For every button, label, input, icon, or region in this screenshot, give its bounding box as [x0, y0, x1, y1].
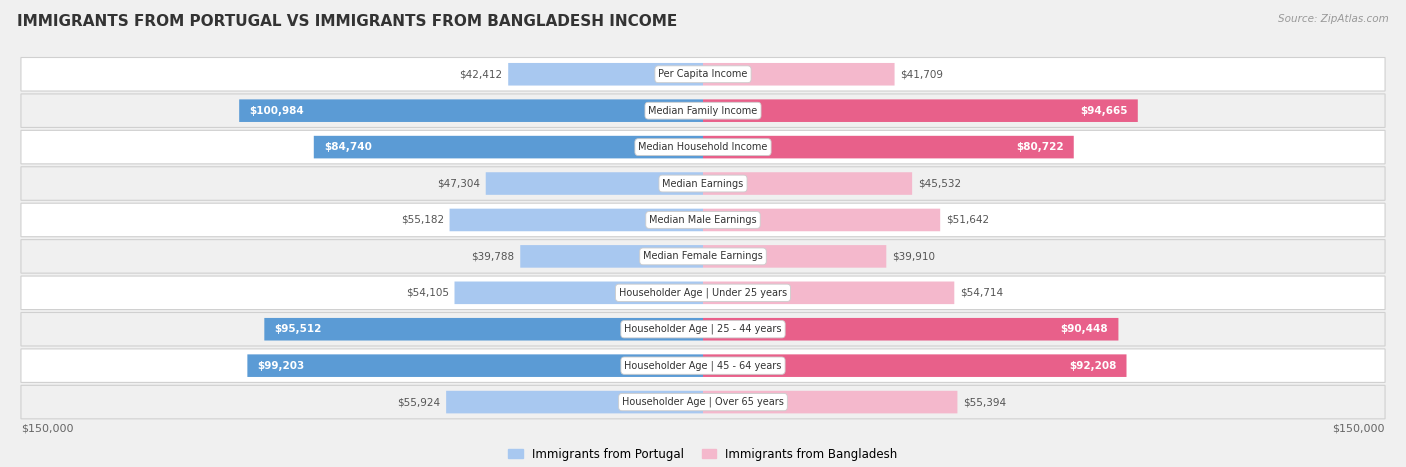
Text: $55,394: $55,394 — [963, 397, 1007, 407]
FancyBboxPatch shape — [239, 99, 703, 122]
Text: $90,448: $90,448 — [1060, 324, 1108, 334]
Text: Per Capita Income: Per Capita Income — [658, 69, 748, 79]
Text: $39,788: $39,788 — [471, 251, 515, 262]
FancyBboxPatch shape — [450, 209, 703, 231]
FancyBboxPatch shape — [703, 391, 957, 413]
Text: $47,304: $47,304 — [437, 178, 481, 189]
FancyBboxPatch shape — [21, 203, 1385, 237]
Text: Median Household Income: Median Household Income — [638, 142, 768, 152]
Text: Median Female Earnings: Median Female Earnings — [643, 251, 763, 262]
FancyBboxPatch shape — [314, 136, 703, 158]
Text: $41,709: $41,709 — [900, 69, 943, 79]
FancyBboxPatch shape — [508, 63, 703, 85]
Text: $84,740: $84,740 — [325, 142, 373, 152]
Text: $54,105: $54,105 — [406, 288, 449, 298]
Text: $55,182: $55,182 — [401, 215, 444, 225]
FancyBboxPatch shape — [703, 282, 955, 304]
Text: $80,722: $80,722 — [1015, 142, 1063, 152]
FancyBboxPatch shape — [520, 245, 703, 268]
FancyBboxPatch shape — [21, 385, 1385, 419]
FancyBboxPatch shape — [703, 318, 1118, 340]
Text: Median Earnings: Median Earnings — [662, 178, 744, 189]
Text: $99,203: $99,203 — [257, 361, 305, 371]
Text: Householder Age | 45 - 64 years: Householder Age | 45 - 64 years — [624, 361, 782, 371]
Text: $95,512: $95,512 — [274, 324, 322, 334]
Text: $51,642: $51,642 — [946, 215, 988, 225]
FancyBboxPatch shape — [703, 354, 1126, 377]
FancyBboxPatch shape — [446, 391, 703, 413]
FancyBboxPatch shape — [454, 282, 703, 304]
Text: $92,208: $92,208 — [1069, 361, 1116, 371]
Text: $39,910: $39,910 — [891, 251, 935, 262]
FancyBboxPatch shape — [21, 312, 1385, 346]
Text: IMMIGRANTS FROM PORTUGAL VS IMMIGRANTS FROM BANGLADESH INCOME: IMMIGRANTS FROM PORTUGAL VS IMMIGRANTS F… — [17, 14, 678, 29]
FancyBboxPatch shape — [703, 63, 894, 85]
FancyBboxPatch shape — [21, 349, 1385, 382]
Text: $150,000: $150,000 — [1333, 423, 1385, 433]
Text: $55,924: $55,924 — [398, 397, 440, 407]
Text: Householder Age | Over 65 years: Householder Age | Over 65 years — [621, 397, 785, 407]
FancyBboxPatch shape — [703, 99, 1137, 122]
Text: Source: ZipAtlas.com: Source: ZipAtlas.com — [1278, 14, 1389, 24]
FancyBboxPatch shape — [264, 318, 703, 340]
Text: $54,714: $54,714 — [960, 288, 1002, 298]
FancyBboxPatch shape — [21, 94, 1385, 127]
FancyBboxPatch shape — [703, 245, 886, 268]
FancyBboxPatch shape — [21, 130, 1385, 164]
Text: $45,532: $45,532 — [918, 178, 960, 189]
FancyBboxPatch shape — [21, 167, 1385, 200]
FancyBboxPatch shape — [21, 276, 1385, 310]
Text: $94,665: $94,665 — [1080, 106, 1128, 116]
Text: Householder Age | 25 - 44 years: Householder Age | 25 - 44 years — [624, 324, 782, 334]
Text: $42,412: $42,412 — [460, 69, 503, 79]
FancyBboxPatch shape — [21, 240, 1385, 273]
FancyBboxPatch shape — [485, 172, 703, 195]
FancyBboxPatch shape — [247, 354, 703, 377]
FancyBboxPatch shape — [703, 172, 912, 195]
Text: Householder Age | Under 25 years: Householder Age | Under 25 years — [619, 288, 787, 298]
Text: $100,984: $100,984 — [249, 106, 304, 116]
Legend: Immigrants from Portugal, Immigrants from Bangladesh: Immigrants from Portugal, Immigrants fro… — [503, 443, 903, 466]
Text: Median Male Earnings: Median Male Earnings — [650, 215, 756, 225]
Text: $150,000: $150,000 — [21, 423, 73, 433]
FancyBboxPatch shape — [703, 209, 941, 231]
FancyBboxPatch shape — [703, 136, 1074, 158]
Text: Median Family Income: Median Family Income — [648, 106, 758, 116]
FancyBboxPatch shape — [21, 57, 1385, 91]
